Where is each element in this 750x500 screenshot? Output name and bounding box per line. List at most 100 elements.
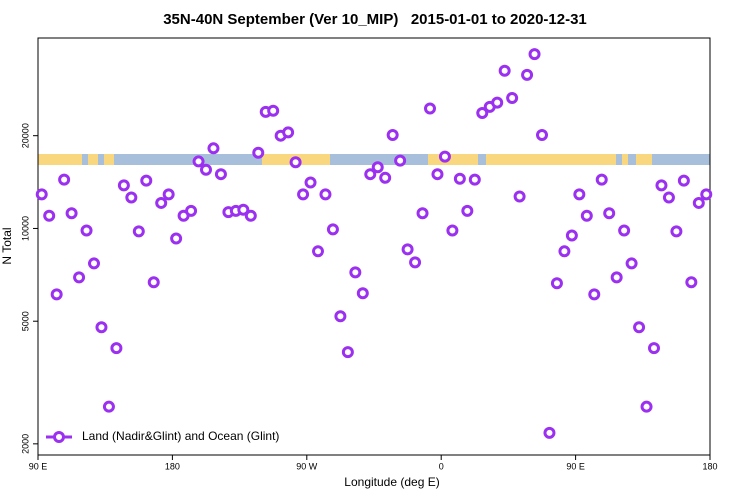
point xyxy=(610,271,623,284)
point xyxy=(125,191,138,204)
point xyxy=(595,173,608,186)
point xyxy=(58,173,71,186)
point xyxy=(207,142,220,155)
point xyxy=(80,224,93,237)
point xyxy=(633,321,646,334)
point xyxy=(110,342,123,355)
point xyxy=(409,256,422,269)
point xyxy=(140,174,153,187)
point xyxy=(192,155,205,168)
plot-frame xyxy=(37,37,711,456)
point xyxy=(394,154,407,167)
point xyxy=(237,203,250,216)
point xyxy=(468,173,481,186)
x-tick-label: 180 xyxy=(702,461,717,471)
y-tick-label: 2000 xyxy=(20,434,30,454)
point xyxy=(117,179,130,192)
y-tick-label: 5000 xyxy=(20,311,30,331)
point xyxy=(244,209,257,222)
point xyxy=(521,68,534,81)
point xyxy=(700,188,713,201)
point xyxy=(289,156,302,169)
x-tick-label: 180 xyxy=(165,461,180,471)
legend-marker xyxy=(53,431,65,443)
point xyxy=(304,176,317,189)
point xyxy=(155,196,168,209)
point xyxy=(349,266,362,279)
point xyxy=(132,225,145,238)
point xyxy=(282,126,295,139)
point xyxy=(670,225,683,238)
point xyxy=(685,276,698,289)
y-axis-title: N Total xyxy=(0,227,14,264)
point xyxy=(476,106,489,119)
point xyxy=(506,92,519,105)
point xyxy=(379,171,392,184)
point xyxy=(580,209,593,222)
point xyxy=(252,146,265,159)
point xyxy=(334,310,347,323)
point xyxy=(170,232,183,245)
point xyxy=(102,400,115,413)
y-tick-label: 20000 xyxy=(20,123,30,148)
point xyxy=(88,257,100,270)
x-tick-label: 0 xyxy=(439,461,444,471)
point xyxy=(43,209,56,222)
point xyxy=(513,190,526,203)
point xyxy=(543,426,556,439)
y-tick-label: 10000 xyxy=(20,216,30,241)
point xyxy=(677,174,690,187)
x-tick-label: 90 W xyxy=(296,461,318,471)
point xyxy=(573,188,586,201)
legend-label: Land (Nadir&Glint) and Ocean (Glint) xyxy=(82,429,279,443)
point xyxy=(65,207,78,220)
point xyxy=(528,48,541,61)
point xyxy=(550,277,563,290)
point xyxy=(438,150,451,163)
point xyxy=(50,288,63,301)
point xyxy=(185,204,198,217)
point xyxy=(200,163,212,176)
point xyxy=(147,276,160,289)
point xyxy=(565,229,578,242)
point xyxy=(319,188,332,201)
point xyxy=(35,188,48,201)
point xyxy=(648,342,660,355)
point xyxy=(267,104,280,117)
point xyxy=(655,179,668,192)
point xyxy=(297,188,310,201)
point xyxy=(692,196,705,209)
point xyxy=(558,245,571,258)
point xyxy=(618,224,631,237)
point xyxy=(364,168,377,181)
point xyxy=(640,400,653,413)
point xyxy=(356,287,369,300)
point xyxy=(588,288,601,301)
point xyxy=(453,172,466,185)
point xyxy=(326,223,339,236)
x-tick-label: 90 E xyxy=(29,461,48,471)
x-tick-label: 90 E xyxy=(566,461,585,471)
point xyxy=(625,257,638,270)
point xyxy=(536,129,548,142)
point xyxy=(214,168,227,181)
point xyxy=(603,207,616,220)
point xyxy=(431,168,444,181)
point xyxy=(446,224,459,237)
point xyxy=(416,207,429,220)
point xyxy=(73,271,86,284)
point xyxy=(498,64,511,77)
point xyxy=(662,191,675,204)
point xyxy=(461,204,474,217)
point xyxy=(371,161,384,174)
point xyxy=(386,129,399,142)
point xyxy=(424,102,436,115)
point xyxy=(341,346,354,359)
point xyxy=(162,188,175,201)
point xyxy=(312,245,324,258)
point xyxy=(491,96,504,109)
point xyxy=(95,321,108,334)
point xyxy=(401,243,414,256)
chart-title: 35N-40N September (Ver 10_MIP) 2015-01-0… xyxy=(163,11,587,28)
